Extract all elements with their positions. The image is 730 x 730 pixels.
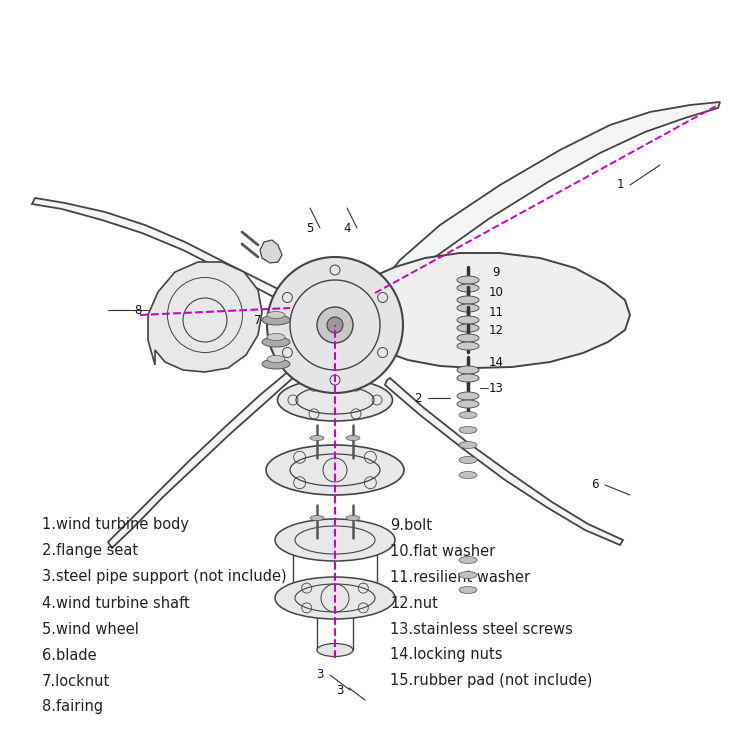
Text: 1: 1: [616, 179, 623, 191]
Text: 4.wind turbine shaft: 4.wind turbine shaft: [42, 596, 190, 610]
Ellipse shape: [459, 472, 477, 478]
Text: 5.wind wheel: 5.wind wheel: [42, 621, 139, 637]
Ellipse shape: [459, 572, 477, 578]
Circle shape: [317, 307, 353, 343]
Circle shape: [327, 317, 343, 333]
Ellipse shape: [457, 400, 479, 408]
Ellipse shape: [457, 392, 479, 400]
Ellipse shape: [262, 359, 290, 369]
Ellipse shape: [267, 356, 285, 363]
Ellipse shape: [346, 515, 360, 520]
Text: 10: 10: [488, 285, 504, 299]
Ellipse shape: [457, 374, 479, 382]
Ellipse shape: [457, 304, 479, 312]
Text: 8: 8: [134, 304, 142, 317]
Ellipse shape: [262, 337, 290, 347]
Ellipse shape: [457, 366, 479, 374]
Ellipse shape: [459, 586, 477, 593]
Text: 3.steel pipe support (not include): 3.steel pipe support (not include): [42, 569, 287, 585]
Text: 2.flange seat: 2.flange seat: [42, 544, 138, 558]
Ellipse shape: [267, 312, 285, 318]
Ellipse shape: [459, 412, 477, 418]
Ellipse shape: [317, 644, 353, 656]
Text: 11.resilient washer: 11.resilient washer: [390, 569, 530, 585]
Text: 2: 2: [414, 391, 422, 404]
Polygon shape: [32, 198, 302, 310]
Ellipse shape: [457, 324, 479, 332]
Text: 9.bolt: 9.bolt: [390, 518, 432, 532]
Ellipse shape: [277, 379, 393, 421]
Polygon shape: [370, 102, 720, 308]
Polygon shape: [385, 378, 623, 545]
Ellipse shape: [457, 284, 479, 292]
Ellipse shape: [275, 577, 395, 619]
Text: 3: 3: [316, 669, 323, 682]
Ellipse shape: [457, 342, 479, 350]
Text: 6.blade: 6.blade: [42, 648, 96, 663]
Ellipse shape: [459, 426, 477, 434]
Text: 5: 5: [307, 221, 314, 234]
Text: 3: 3: [337, 683, 344, 696]
Ellipse shape: [457, 276, 479, 284]
Text: 12: 12: [488, 323, 504, 337]
Ellipse shape: [457, 316, 479, 324]
Circle shape: [267, 257, 403, 393]
Ellipse shape: [267, 334, 285, 340]
Polygon shape: [335, 253, 630, 368]
Ellipse shape: [310, 515, 324, 520]
Text: 10.flat washer: 10.flat washer: [390, 544, 495, 558]
Text: 1.wind turbine body: 1.wind turbine body: [42, 518, 189, 532]
Ellipse shape: [459, 556, 477, 564]
Text: 14.locking nuts: 14.locking nuts: [390, 648, 502, 663]
Text: 13.stainless steel screws: 13.stainless steel screws: [390, 621, 573, 637]
Ellipse shape: [346, 436, 360, 440]
Ellipse shape: [459, 442, 477, 448]
Polygon shape: [260, 240, 282, 263]
Ellipse shape: [262, 315, 290, 325]
Text: 11: 11: [488, 305, 504, 318]
Ellipse shape: [457, 296, 479, 304]
Ellipse shape: [459, 456, 477, 464]
Polygon shape: [148, 262, 262, 372]
Text: 15.rubber pad (not include): 15.rubber pad (not include): [390, 674, 592, 688]
Text: 7: 7: [254, 313, 262, 326]
Text: 7.locknut: 7.locknut: [42, 674, 110, 688]
Text: 8.fairing: 8.fairing: [42, 699, 103, 715]
Text: 4: 4: [343, 221, 350, 234]
Ellipse shape: [275, 519, 395, 561]
Text: 6: 6: [591, 478, 599, 491]
Text: 9: 9: [492, 266, 500, 279]
Ellipse shape: [310, 436, 324, 440]
Polygon shape: [108, 370, 298, 548]
Ellipse shape: [266, 445, 404, 495]
Text: 14: 14: [488, 356, 504, 369]
Text: 13: 13: [488, 382, 504, 394]
Ellipse shape: [457, 334, 479, 342]
Text: 12.nut: 12.nut: [390, 596, 438, 610]
